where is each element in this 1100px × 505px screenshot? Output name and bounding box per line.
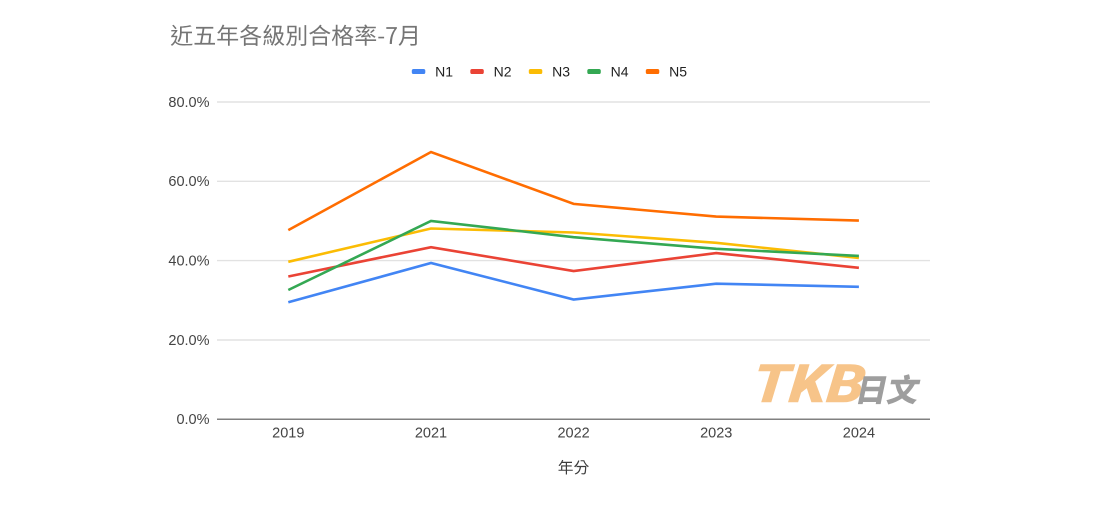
svg-text:0.0%: 0.0% (176, 412, 209, 428)
svg-text:60.0%: 60.0% (168, 174, 209, 190)
svg-text:N5: N5 (669, 63, 687, 79)
svg-text:N4: N4 (611, 63, 629, 79)
svg-text:2023: 2023 (700, 426, 732, 442)
svg-text:2024: 2024 (843, 426, 875, 442)
svg-text:80.0%: 80.0% (168, 95, 209, 111)
svg-text:2021: 2021 (415, 426, 447, 442)
svg-text:N2: N2 (494, 63, 512, 79)
svg-text:2019: 2019 (272, 426, 304, 442)
svg-text:N1: N1 (435, 63, 453, 79)
svg-text:20.0%: 20.0% (168, 333, 209, 349)
svg-text:2022: 2022 (557, 426, 589, 442)
svg-text:N3: N3 (552, 63, 570, 79)
svg-text:40.0%: 40.0% (168, 253, 209, 269)
